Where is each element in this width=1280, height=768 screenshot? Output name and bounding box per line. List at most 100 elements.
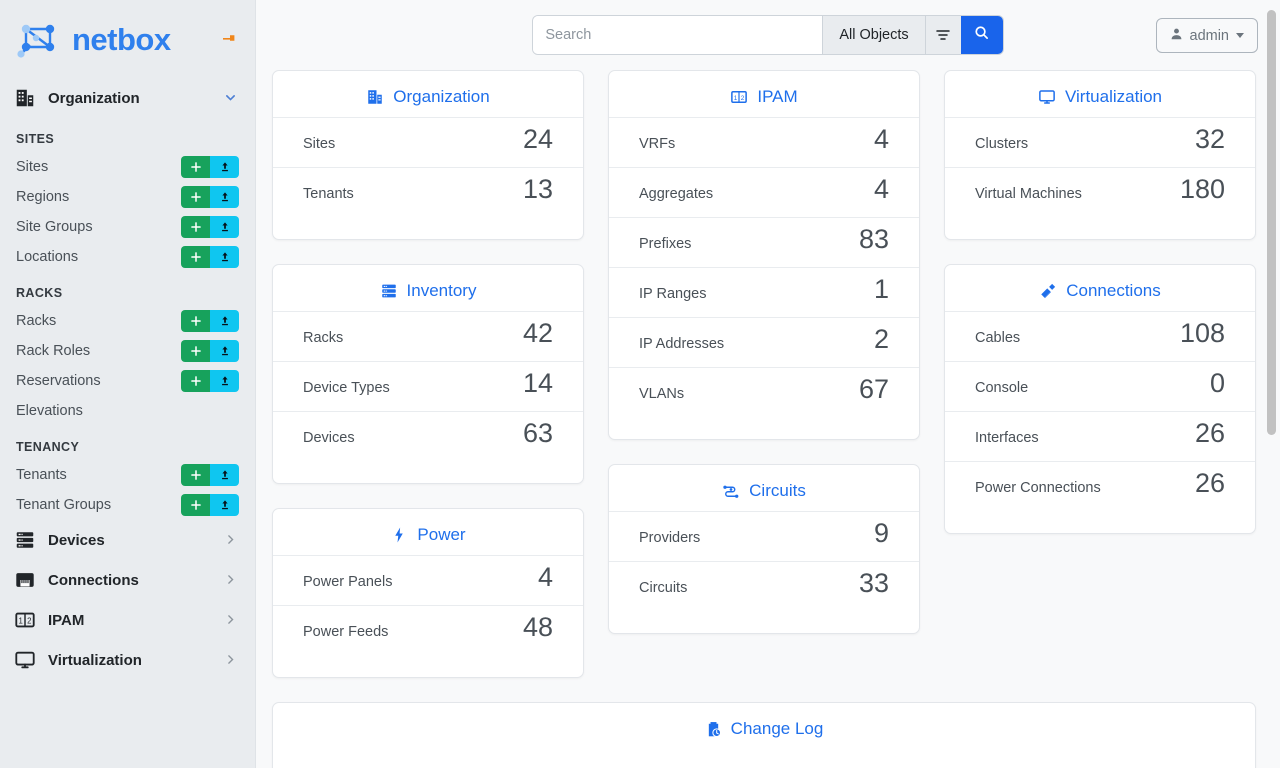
stat-row[interactable]: Sites 24 — [273, 117, 583, 167]
stat-row[interactable]: Power Panels 4 — [273, 555, 583, 605]
add-button[interactable] — [181, 310, 210, 332]
sidebar-group-ipam[interactable]: 1 2 IPAM — [0, 600, 255, 640]
card-title-inventory[interactable]: Inventory — [273, 279, 583, 311]
sidebar-group-connections[interactable]: Connections — [0, 560, 255, 600]
stat-value: 0 — [1209, 368, 1225, 398]
add-button[interactable] — [181, 246, 210, 268]
transit-connection-icon — [722, 482, 740, 500]
sidebar-item-label: Tenants — [16, 467, 67, 483]
vertical-scrollbar[interactable] — [1267, 0, 1276, 768]
stat-row[interactable]: Circuits 33 — [609, 561, 919, 611]
add-button[interactable] — [181, 186, 210, 208]
sidebar-item-reservations[interactable]: Reservations — [0, 366, 255, 396]
sidebar-item-rack-roles[interactable]: Rack Roles — [0, 336, 255, 366]
sidebar-group-virtualization[interactable]: Virtualization — [0, 640, 255, 680]
stat-row[interactable]: Power Connections 26 — [945, 461, 1255, 511]
user-menu-button[interactable]: admin — [1155, 18, 1258, 53]
card-title-organization[interactable]: Organization — [273, 85, 583, 117]
scrollbar-thumb[interactable] — [1267, 10, 1276, 435]
stat-row[interactable]: Cables 108 — [945, 311, 1255, 361]
stat-label: Power Connections — [975, 480, 1101, 496]
filter-icon[interactable] — [924, 16, 961, 54]
import-button[interactable] — [210, 310, 239, 332]
stat-row[interactable]: IP Ranges 1 — [609, 267, 919, 317]
stat-value: 9 — [873, 518, 889, 548]
stat-value: 4 — [873, 174, 889, 204]
import-button[interactable] — [210, 340, 239, 362]
stat-row[interactable]: Power Feeds 48 — [273, 605, 583, 655]
sidebar-item-actions — [181, 340, 239, 362]
stat-row[interactable]: VLANs 67 — [609, 367, 919, 417]
import-button[interactable] — [210, 186, 239, 208]
add-button[interactable] — [181, 340, 210, 362]
building-icon — [366, 88, 384, 106]
add-button[interactable] — [181, 156, 210, 178]
import-button[interactable] — [210, 370, 239, 392]
stat-row[interactable]: Device Types 14 — [273, 361, 583, 411]
pin-icon[interactable] — [221, 30, 237, 49]
stat-row[interactable]: Tenants 13 — [273, 167, 583, 217]
search-input[interactable] — [533, 16, 823, 54]
caret-down-icon — [1236, 33, 1244, 38]
stat-row[interactable]: Aggregates 4 — [609, 167, 919, 217]
sidebar-item-actions — [181, 370, 239, 392]
sidebar-item-tenant-groups[interactable]: Tenant Groups — [0, 490, 255, 520]
chevron-right-icon — [224, 533, 237, 548]
svg-text:2: 2 — [741, 95, 745, 102]
sidebar-group-devices[interactable]: Devices — [0, 520, 255, 560]
stat-row[interactable]: VRFs 4 — [609, 117, 919, 167]
card-title-power[interactable]: Power — [273, 523, 583, 555]
stat-value: 4 — [873, 124, 889, 154]
user-name: admin — [1189, 27, 1230, 44]
stat-label: Circuits — [639, 580, 688, 596]
sidebar-item-site-groups[interactable]: Site Groups — [0, 212, 255, 242]
sidebar-item-label: Locations — [16, 249, 79, 265]
card-title-change-log[interactable]: Change Log — [273, 717, 1255, 749]
card-title-connections[interactable]: Connections — [945, 279, 1255, 311]
svg-text:1: 1 — [734, 95, 738, 102]
sidebar-item-actions — [181, 494, 239, 516]
search-submit-button[interactable] — [960, 16, 1003, 54]
stat-row[interactable]: Virtual Machines 180 — [945, 167, 1255, 217]
stat-row[interactable]: Interfaces 26 — [945, 411, 1255, 461]
stat-row[interactable]: Console 0 — [945, 361, 1255, 411]
stat-row[interactable]: Devices 63 — [273, 411, 583, 461]
import-button[interactable] — [210, 216, 239, 238]
add-button[interactable] — [181, 216, 210, 238]
stat-label: Tenants — [303, 186, 354, 202]
card-title-circuits[interactable]: Circuits — [609, 479, 919, 511]
stat-value: 4 — [537, 562, 553, 592]
sidebar-item-tenants[interactable]: Tenants — [0, 460, 255, 490]
card-virtualization: Virtualization Clusters 32 Virtual Machines… — [944, 70, 1256, 240]
stat-row[interactable]: Racks 42 — [273, 311, 583, 361]
sidebar-group-organization[interactable]: Organization — [0, 78, 255, 118]
card-title-ipam[interactable]: 1 2 IPAM — [609, 85, 919, 117]
stat-row[interactable]: Clusters 32 — [945, 117, 1255, 167]
import-button[interactable] — [210, 464, 239, 486]
import-button[interactable] — [210, 494, 239, 516]
stat-value: 26 — [1194, 418, 1225, 448]
sidebar-item-regions[interactable]: Regions — [0, 182, 255, 212]
import-button[interactable] — [210, 156, 239, 178]
card-ipam: 1 2 IPAM VRFs 4 Aggregates 4 Prefixes 83 IP Range… — [608, 70, 920, 440]
stat-row[interactable]: IP Addresses 2 — [609, 317, 919, 367]
sidebar-item-locations[interactable]: Locations — [0, 242, 255, 272]
sidebar-item-label: Reservations — [16, 373, 101, 389]
sidebar-section-sites: SITES — [16, 132, 55, 146]
sidebar-item-elevations[interactable]: Elevations — [0, 396, 255, 426]
add-button[interactable] — [181, 370, 210, 392]
stat-row[interactable]: Prefixes 83 — [609, 217, 919, 267]
add-button[interactable] — [181, 494, 210, 516]
stat-row[interactable]: Providers 9 — [609, 511, 919, 561]
import-button[interactable] — [210, 246, 239, 268]
sidebar-item-racks[interactable]: Racks — [0, 306, 255, 336]
card-title-virtualization[interactable]: Virtualization — [945, 85, 1255, 117]
sidebar-item-sites[interactable]: Sites — [0, 152, 255, 182]
main-area: All Objects admin — [256, 0, 1280, 768]
add-button[interactable] — [181, 464, 210, 486]
sidebar-item-label: Racks — [16, 313, 57, 329]
sidebar-item-label: Tenant Groups — [16, 497, 112, 513]
stat-label: VLANs — [639, 386, 685, 402]
brand-header[interactable]: netbox — [0, 0, 255, 78]
object-type-select[interactable]: All Objects — [822, 16, 925, 54]
